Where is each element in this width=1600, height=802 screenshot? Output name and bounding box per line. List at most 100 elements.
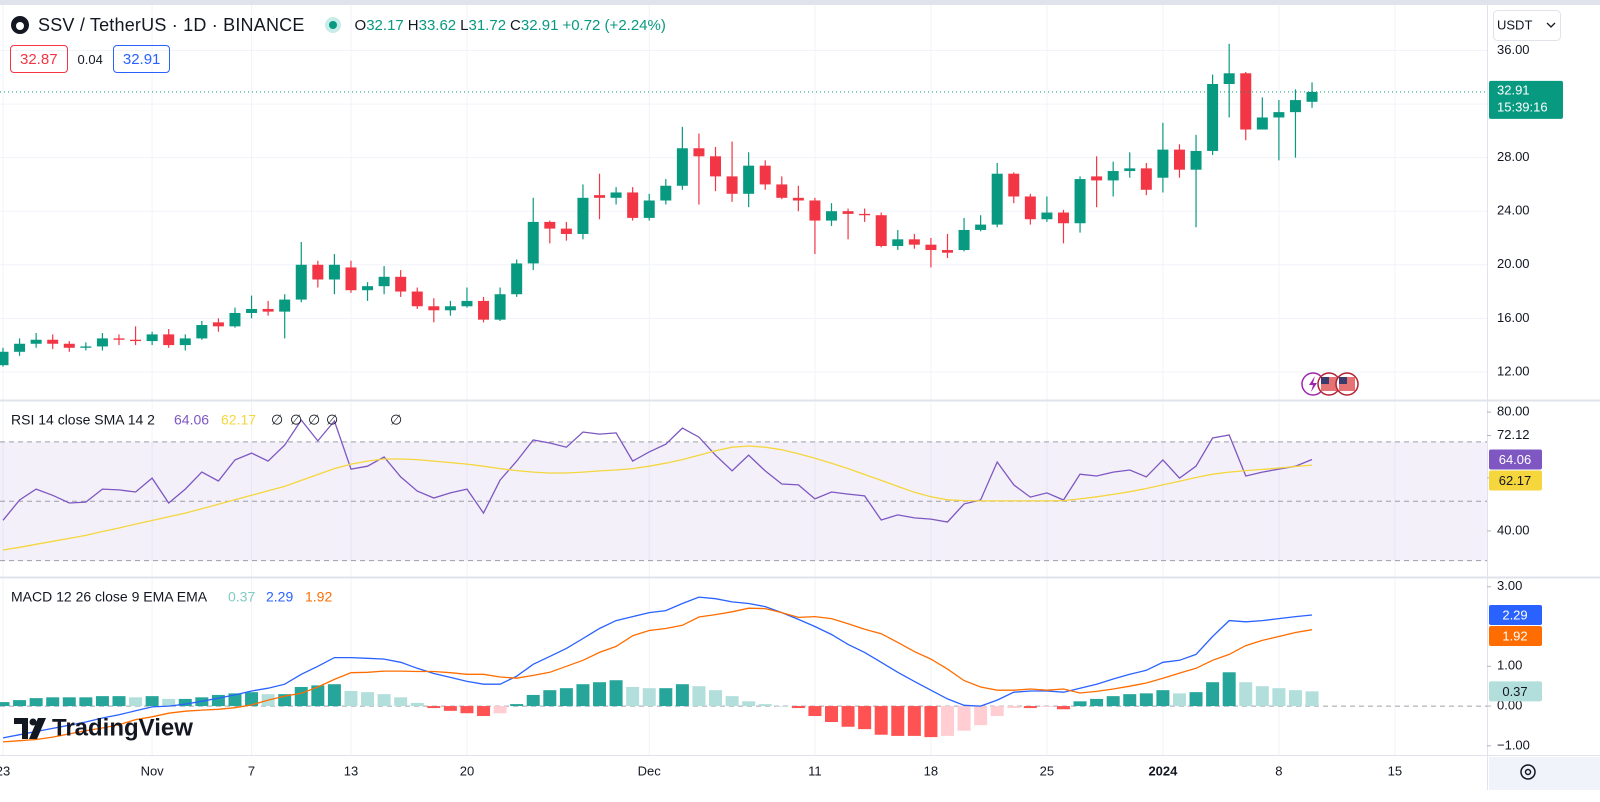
candle-body — [792, 197, 804, 201]
candle-body — [693, 148, 705, 157]
logo-mark — [14, 718, 28, 739]
histogram-bar — [940, 706, 954, 736]
y-tick-label: 1.00 — [1497, 658, 1522, 673]
y-tick-label: 80.00 — [1497, 404, 1530, 419]
ohlc-key: L — [460, 16, 469, 34]
histogram-bar — [576, 684, 590, 707]
histogram-bar — [1255, 686, 1269, 707]
ohlc-key: H — [407, 16, 419, 34]
histogram-bar — [311, 685, 325, 707]
histogram-bar — [29, 698, 43, 707]
ohlc-value: 32.17 — [366, 16, 404, 34]
candle-body — [660, 185, 672, 201]
candle-body — [444, 306, 456, 311]
candle-body — [14, 343, 26, 352]
ohlc-value: 31.72 — [468, 16, 507, 34]
y-tick-label: −1.00 — [1497, 737, 1530, 752]
settings-icon-core — [1524, 768, 1532, 776]
ohlc-key: O — [354, 16, 367, 34]
histogram-bar — [129, 697, 143, 707]
histogram-bar — [1156, 690, 1170, 707]
histogram-bar — [1123, 694, 1137, 707]
x-tick-label: 25 — [1040, 763, 1054, 778]
histogram-bar — [1007, 706, 1021, 709]
histogram-bar — [874, 706, 888, 735]
candle-body — [96, 338, 108, 347]
histogram-bar — [1139, 693, 1153, 707]
histogram-bar — [46, 697, 60, 707]
currency-select[interactable] — [1493, 10, 1561, 41]
histogram-bar — [162, 698, 176, 707]
candle-body — [1173, 149, 1185, 170]
y-tick-label: 16.00 — [1497, 310, 1530, 325]
candle-body — [30, 339, 42, 344]
histogram-bar — [95, 696, 109, 707]
candle-body — [1157, 149, 1169, 178]
candle-body — [328, 264, 340, 280]
branding: TradingView — [14, 714, 193, 741]
value-tag: 2.29 — [1502, 607, 1527, 622]
histogram-bar — [278, 694, 292, 707]
histogram-bar — [593, 682, 607, 707]
candle-body — [610, 192, 622, 198]
value-tag: 62.17 — [1499, 473, 1532, 488]
histogram-bar — [327, 684, 341, 707]
candle-body — [1190, 150, 1202, 170]
x-tick-label: 13 — [344, 763, 358, 778]
histogram-bar — [1222, 672, 1236, 707]
candle-body — [726, 176, 738, 194]
x-tick-label: 23 — [0, 763, 10, 778]
value-tag: 0.37 — [1502, 684, 1527, 699]
candle-body — [1074, 179, 1086, 224]
buy-button[interactable]: 32.91 — [112, 45, 171, 73]
y-tick-label: 24.00 — [1497, 203, 1530, 218]
indicator-line — [2, 445, 1313, 551]
candle-body — [577, 197, 589, 234]
histogram-bar — [1023, 706, 1037, 709]
candle-body — [676, 148, 688, 186]
histogram-bar — [742, 701, 756, 707]
histogram-bar — [841, 706, 855, 727]
candle-body — [1008, 173, 1020, 197]
histogram-bar — [1090, 698, 1104, 707]
candle-body — [875, 215, 887, 247]
candle-body — [958, 229, 970, 251]
candle-body — [411, 291, 423, 307]
histogram-bar — [791, 706, 805, 709]
symbol-title[interactable]: SSV / TetherUS · 1D · BINANCE — [38, 14, 305, 35]
sell-button[interactable]: 32.87 — [10, 45, 68, 73]
y-tick-label: 72.12 — [1497, 427, 1530, 442]
histogram-bar — [112, 696, 126, 707]
histogram-bar — [410, 702, 424, 707]
histogram-bar — [460, 706, 474, 714]
histogram-bar — [1239, 682, 1253, 707]
event-icon-bolt — [1309, 376, 1317, 392]
candle-body — [179, 338, 191, 346]
histogram-bar — [228, 693, 242, 707]
candle-body — [1107, 171, 1119, 181]
histogram-bar — [924, 706, 938, 738]
histogram-bar — [1272, 688, 1286, 707]
legend-extra: ∅ — [326, 412, 338, 428]
candle-body — [511, 263, 523, 295]
y-tick-label: 36.00 — [1497, 42, 1530, 57]
settings-icon[interactable] — [1520, 764, 1536, 780]
candle-body — [295, 264, 307, 300]
candle-body — [759, 165, 771, 185]
histogram-bar — [1206, 682, 1220, 707]
histogram-bar — [891, 706, 905, 736]
histogram-bar — [245, 692, 259, 707]
candle-body — [80, 346, 92, 348]
candle-body — [1140, 168, 1152, 190]
candle-body — [1256, 117, 1268, 130]
histogram-bar — [974, 706, 988, 726]
ohlc-values: O32.17 H33.62 L31.72 C32.91 +0.72 (+2.24… — [355, 17, 666, 34]
candle-body — [378, 276, 390, 287]
candle-body — [975, 224, 987, 230]
currency-label: USDT — [1497, 17, 1532, 32]
value-tag-bg — [1489, 449, 1542, 470]
x-tick-label: 2024 — [1148, 763, 1178, 778]
candle-body — [262, 308, 274, 312]
histogram-bar — [377, 694, 391, 707]
axis-layer: USDT 23 Nov 7 13 20 Dec 11 18 25 2024 8 15 12.00 16.0… — [0, 5, 1600, 802]
